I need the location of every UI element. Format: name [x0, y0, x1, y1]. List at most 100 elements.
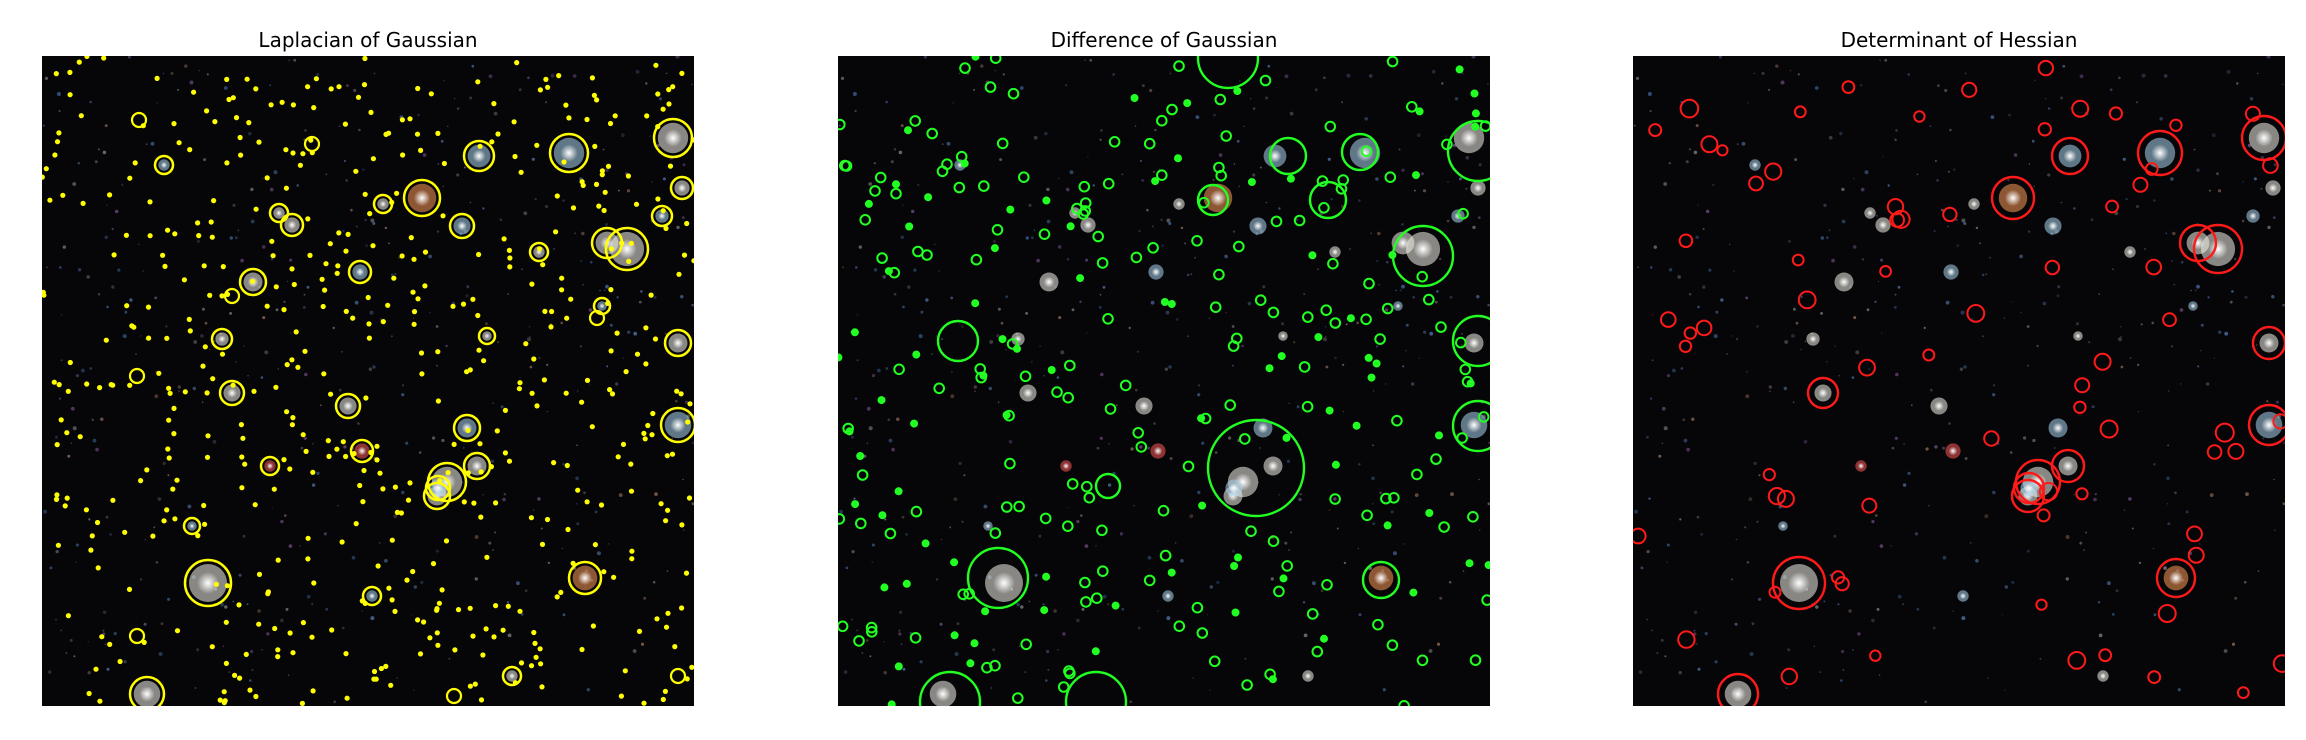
galaxy-core	[457, 221, 467, 231]
faint-galaxy	[1373, 390, 1375, 392]
blob-marker	[2272, 654, 2285, 673]
faint-galaxy	[72, 182, 77, 186]
blob-marker	[321, 371, 327, 377]
blob-marker	[998, 335, 1007, 344]
blob-marker	[936, 319, 980, 363]
blob-marker	[196, 233, 202, 239]
faint-galaxy	[1100, 129, 1103, 132]
faint-galaxy	[94, 160, 98, 164]
blob-marker	[1677, 630, 1696, 649]
faint-galaxy	[1697, 204, 1699, 206]
blob-marker	[64, 495, 70, 501]
blob-marker	[679, 605, 685, 611]
blob-marker	[1159, 549, 1172, 562]
blob-marker	[660, 106, 666, 112]
blob-marker	[686, 495, 693, 501]
faint-galaxy	[605, 168, 609, 172]
faint-galaxy	[2196, 168, 2200, 172]
blob-marker	[67, 92, 73, 98]
blob-marker	[103, 337, 109, 343]
blob-marker	[1090, 592, 1103, 605]
faint-galaxy	[2047, 107, 2051, 110]
faint-galaxy	[1653, 245, 1657, 249]
blob-marker	[1076, 274, 1085, 283]
blob-marker	[984, 81, 997, 93]
faint-galaxy	[1262, 285, 1266, 289]
faint-galaxy	[304, 129, 307, 132]
blob-marker	[435, 398, 441, 404]
blob-marker	[1806, 376, 1840, 410]
faint-galaxy	[1633, 124, 1636, 127]
faint-galaxy	[106, 305, 109, 309]
faint-galaxy	[154, 394, 159, 399]
faint-galaxy	[1298, 497, 1302, 502]
faint-galaxy	[1288, 402, 1290, 404]
faint-galaxy	[2253, 177, 2257, 181]
faint-galaxy	[104, 235, 108, 239]
blob-marker	[1264, 668, 1276, 681]
faint-galaxy	[1646, 618, 1648, 621]
blob-marker	[628, 488, 635, 494]
blob-marker	[232, 672, 238, 679]
blob-marker	[605, 163, 612, 169]
blob-marker	[365, 294, 371, 301]
blob-marker	[1108, 136, 1121, 148]
blob-marker	[281, 457, 287, 463]
faint-galaxy	[417, 113, 420, 117]
blob-marker	[559, 287, 565, 293]
blob-marker	[2050, 448, 2086, 484]
blob-marker	[308, 137, 314, 143]
faint-galaxy	[1020, 605, 1024, 609]
faint-galaxy	[369, 310, 374, 315]
faint-galaxy	[1149, 88, 1153, 93]
faint-galaxy	[1891, 446, 1895, 450]
blob-marker	[1471, 109, 1480, 118]
panel-title: Difference of Gaussian	[1050, 28, 1278, 52]
blob-marker	[543, 76, 549, 82]
galaxy-core	[379, 200, 387, 208]
blob-marker	[67, 69, 73, 75]
faint-galaxy	[1047, 668, 1050, 671]
faint-galaxy	[665, 72, 668, 75]
faint-galaxy	[160, 622, 164, 626]
faint-galaxy	[839, 509, 843, 514]
faint-galaxy	[1334, 356, 1337, 360]
faint-galaxy	[89, 100, 92, 104]
faint-galaxy	[635, 69, 640, 74]
faint-galaxy	[901, 515, 905, 519]
faint-galaxy	[1907, 471, 1911, 475]
blob-marker	[1477, 411, 1490, 423]
faint-galaxy	[544, 204, 549, 209]
faint-galaxy	[2120, 335, 2122, 338]
blob-marker	[251, 388, 257, 394]
faint-galaxy	[925, 298, 929, 302]
faint-galaxy	[293, 58, 297, 62]
blob-marker	[876, 252, 888, 264]
blob-marker	[1277, 352, 1286, 361]
faint-galaxy	[682, 478, 684, 481]
faint-galaxy	[2076, 322, 2079, 326]
faint-galaxy	[2211, 133, 2216, 138]
faint-galaxy	[1314, 88, 1318, 92]
faint-galaxy	[2163, 74, 2168, 78]
blob-marker	[239, 454, 245, 460]
faint-galaxy	[1857, 632, 1861, 636]
faint-galaxy	[2196, 284, 2200, 289]
galaxy-core	[1257, 422, 1269, 434]
faint-galaxy	[1756, 520, 1759, 523]
faint-galaxy	[372, 365, 376, 369]
blob-marker	[1173, 60, 1185, 72]
faint-galaxy	[843, 670, 848, 674]
faint-galaxy	[1733, 270, 1735, 272]
faint-galaxy	[97, 148, 101, 151]
faint-galaxy	[1071, 308, 1075, 312]
faint-galaxy	[1666, 543, 1670, 547]
faint-galaxy	[2011, 301, 2013, 303]
blob-marker	[643, 325, 649, 331]
faint-galaxy	[1959, 367, 1964, 371]
blob-marker	[389, 597, 395, 603]
faint-galaxy	[1289, 111, 1294, 116]
blob-marker	[230, 95, 236, 101]
blob-marker	[612, 113, 618, 119]
blob-marker	[252, 502, 258, 508]
